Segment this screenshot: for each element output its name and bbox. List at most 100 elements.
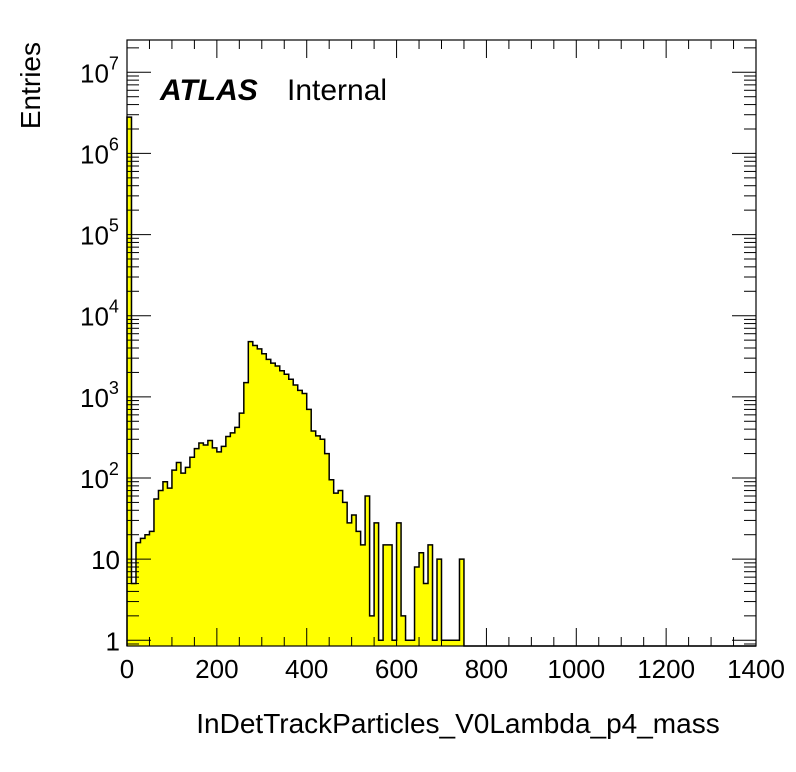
x-tick-label: 400 — [285, 654, 328, 684]
histogram-bar — [127, 117, 132, 647]
histogram-bar — [270, 363, 276, 646]
histogram-bar — [203, 445, 209, 646]
histogram-bar — [396, 522, 402, 646]
y-axis-title: Entries — [15, 42, 46, 129]
histogram-bar — [410, 640, 415, 646]
histogram-bar — [252, 345, 258, 646]
histogram-bar — [189, 457, 195, 646]
histogram-bar — [257, 348, 263, 646]
histogram-bar — [135, 542, 141, 646]
histogram-bar — [338, 490, 344, 646]
y-tick-label: 102 — [80, 459, 119, 494]
y-tick-label: 1 — [106, 626, 120, 656]
histogram-bar — [360, 544, 366, 646]
histogram-bar — [140, 538, 146, 646]
histogram-bar — [302, 393, 308, 646]
histogram-bar — [441, 640, 447, 646]
histogram-bar — [266, 359, 272, 646]
histogram-bar — [194, 448, 200, 646]
histogram-bar — [351, 514, 357, 646]
histogram-bar — [454, 640, 460, 646]
histogram-bar — [275, 366, 281, 646]
y-tick-label: 106 — [80, 134, 119, 169]
x-tick-labels: 0 200 400 600 800 1000 1200 1400 — [120, 654, 785, 684]
histogram-bar — [311, 430, 317, 646]
y-tick-label: 105 — [80, 216, 119, 251]
histogram-bar — [225, 436, 231, 646]
x-axis-title: InDetTrackParticles_V0Lambda_p4_mass — [196, 708, 719, 739]
histogram-bar — [365, 495, 371, 646]
x-tick-label: 1400 — [727, 654, 785, 684]
x-tick-label: 600 — [375, 654, 418, 684]
histogram-bar — [315, 435, 321, 646]
histogram-bar — [279, 370, 285, 646]
y-tick-label: 107 — [80, 53, 119, 88]
histogram-bar — [243, 382, 249, 646]
histogram-bar — [419, 552, 424, 646]
histogram-bar — [374, 522, 379, 646]
histogram-bar — [162, 481, 168, 646]
histogram-bar — [131, 583, 137, 646]
histogram-bar — [306, 409, 312, 646]
histogram-bar — [432, 640, 438, 646]
histogram-bar — [324, 453, 330, 646]
histogram-bar — [369, 615, 375, 646]
histogram-bars — [127, 117, 465, 647]
histogram-bar — [171, 470, 177, 646]
histogram-bar — [342, 502, 348, 646]
x-tick-label: 1200 — [637, 654, 695, 684]
x-tick-label: 0 — [120, 654, 134, 684]
histogram-bar — [234, 427, 240, 646]
histogram-bar — [450, 640, 456, 646]
histogram-bar — [356, 531, 362, 646]
x-tick-label: 200 — [195, 654, 238, 684]
histogram-bar — [401, 615, 406, 646]
histogram-bar — [153, 499, 159, 646]
histogram-bar — [445, 640, 451, 646]
histogram-bar — [428, 544, 433, 646]
histogram-bar — [329, 479, 335, 646]
histogram-bar — [383, 544, 388, 646]
histogram-bar — [239, 413, 245, 646]
histogram-bar — [284, 374, 290, 646]
histogram-bar — [144, 534, 150, 646]
histogram-bar — [185, 467, 191, 646]
y-tick-label: 10 — [91, 545, 120, 575]
y-tick-label: 104 — [80, 297, 119, 332]
histogram-bar — [387, 544, 393, 646]
atlas-label: ATLAS — [159, 74, 258, 107]
histogram-bar — [180, 473, 186, 646]
histogram-bar — [216, 451, 222, 646]
histogram-bar — [149, 531, 155, 646]
axis-ticks — [126, 40, 757, 646]
histogram-bar — [320, 439, 326, 646]
internal-label: Internal — [287, 74, 387, 107]
histogram-bar — [207, 440, 213, 646]
histogram-bar — [261, 353, 267, 646]
histogram-bar — [347, 522, 353, 646]
histogram-bar — [333, 493, 339, 646]
histogram-bar — [392, 640, 397, 646]
histogram-bar — [293, 384, 299, 646]
histogram-bar — [230, 432, 236, 646]
histogram-bar — [437, 559, 442, 646]
histogram-bar — [221, 446, 227, 646]
y-tick-labels: 1 10 102 103 104 105 106 107 — [80, 53, 120, 656]
x-tick-label: 800 — [465, 654, 508, 684]
histogram-bar — [414, 566, 420, 646]
histogram-bar — [288, 379, 294, 646]
x-tick-label: 1000 — [547, 654, 605, 684]
histogram-bar — [423, 583, 429, 646]
y-tick-label: 103 — [80, 378, 119, 413]
histogram-bar — [297, 390, 303, 646]
histogram-bar — [212, 447, 218, 646]
histogram-bar — [248, 341, 254, 646]
histogram-bar — [405, 640, 411, 646]
histogram-bar — [176, 462, 182, 646]
histogram-bar — [158, 490, 164, 646]
histogram-bar — [378, 640, 384, 646]
histogram-bar — [167, 488, 173, 646]
histogram-bar — [459, 559, 465, 646]
histogram-bar — [198, 442, 204, 646]
